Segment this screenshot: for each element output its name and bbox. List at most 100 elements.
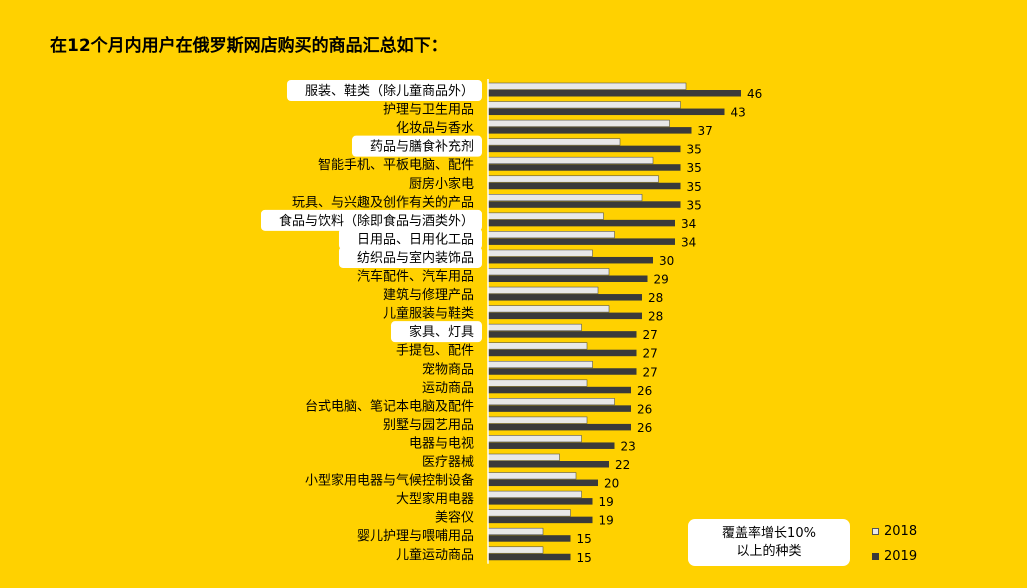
bar-2018 [487, 453, 560, 461]
category-label: 食品与饮料（除即食品与酒类外） [279, 213, 474, 229]
bar-2019 [488, 275, 648, 282]
bar-2019 [488, 238, 675, 245]
bar-2018 [487, 379, 588, 387]
category-label: 医疗器械 [422, 455, 474, 470]
category-label: 小型家用电器与气候控制设备 [305, 473, 474, 489]
bar-2019 [488, 182, 681, 190]
bar-2018 [487, 342, 588, 350]
bar-2019 [488, 516, 593, 524]
data-label-2019: 27 [643, 347, 658, 361]
bar-2019 [488, 201, 681, 208]
bar-2018 [487, 416, 588, 424]
bar-2018 [487, 119, 670, 127]
data-label-2019: 23 [621, 439, 636, 453]
bar-2018 [487, 175, 659, 183]
bar-2018 [487, 546, 544, 554]
category-highlight [338, 228, 482, 250]
data-label-2019: 35 [687, 161, 702, 175]
category-label: 儿童运动商品 [396, 547, 474, 563]
bar-2019 [488, 479, 598, 487]
bar-2019 [488, 349, 637, 357]
highlight-note-line1: 覆盖率增长10% [722, 525, 816, 541]
highlight-note-line2: 以上的种类 [736, 543, 802, 559]
bar-2019 [488, 256, 653, 264]
data-label-2019: 30 [659, 254, 674, 268]
data-label-2019: 26 [637, 402, 652, 416]
bar-2019 [488, 423, 631, 431]
legend-swatch-2019 [872, 553, 879, 560]
data-label-2019: 22 [615, 458, 630, 472]
category-label: 建筑与修理产品 [383, 287, 474, 303]
category-label: 智能手机、平板电脑、配件 [318, 158, 474, 173]
data-label-2019: 19 [599, 495, 614, 509]
bar-2018 [487, 194, 643, 202]
category-label: 厨房小家电 [409, 176, 474, 192]
legend-label-2018: 2018 [884, 524, 918, 539]
data-label-2019: 26 [637, 421, 652, 435]
category-highlight [338, 246, 482, 268]
category-label: 护理与卫生用品 [383, 103, 474, 118]
category-highlight [390, 321, 482, 343]
category-label: 玩具、与兴趣及创作有关的产品 [292, 194, 474, 210]
bar-2018 [487, 82, 687, 90]
bar-2018 [487, 286, 599, 294]
category-label: 台式电脑、笔记本电脑及配件 [305, 398, 474, 414]
data-label-2019: 37 [698, 124, 713, 138]
category-label: 运动商品 [422, 381, 474, 396]
bar-2018 [487, 323, 582, 331]
category-label: 别墅与园艺用品 [383, 418, 474, 433]
bar-2018 [487, 509, 571, 517]
bar-2018 [487, 398, 615, 406]
data-label-2019: 15 [577, 532, 592, 546]
bar-2019 [488, 386, 631, 394]
category-label: 家具、灯具 [409, 324, 474, 340]
legend-item-2019: 2019 [872, 544, 917, 569]
data-label-2019: 28 [648, 291, 663, 305]
bar-2018 [487, 231, 615, 239]
category-highlight [286, 80, 482, 101]
data-label-2019: 35 [687, 180, 702, 194]
bar-2019 [488, 331, 637, 338]
category-label: 化妆品与香水 [396, 121, 474, 136]
legend-label-2019: 2019 [884, 549, 918, 564]
category-label: 美容仪 [435, 510, 474, 526]
bar-2018 [487, 138, 621, 146]
bar-2019 [488, 553, 571, 561]
category-highlight [260, 209, 482, 231]
category-highlight [351, 135, 482, 157]
bar-2018 [487, 268, 610, 276]
bar-2019 [488, 145, 681, 153]
data-label-2019: 46 [747, 87, 762, 101]
bar-2019 [488, 368, 637, 375]
data-label-2019: 19 [599, 514, 614, 528]
bar-2019 [488, 535, 571, 542]
bar-2018 [487, 435, 582, 443]
bar-2018 [487, 472, 577, 480]
category-label: 汽车配件、汽车用品 [357, 269, 474, 285]
data-label-2019: 35 [687, 143, 702, 157]
bar-2019 [488, 294, 642, 301]
bar-2019 [488, 108, 725, 116]
bar-2018 [487, 156, 654, 164]
legend-swatch-2018 [872, 528, 879, 535]
bar-2019 [488, 90, 741, 97]
data-label-2019: 34 [681, 235, 696, 249]
bar-2019 [488, 127, 692, 134]
bar-2019 [488, 312, 642, 320]
category-label: 药品与膳食补充剂 [370, 139, 474, 155]
bar-2019 [488, 461, 609, 468]
bar-2019 [488, 405, 631, 412]
category-label: 大型家用电器 [396, 491, 474, 507]
bar-2018 [487, 490, 582, 498]
category-label: 手提包、配件 [396, 343, 474, 359]
data-label-2019: 27 [643, 328, 658, 342]
bar-2018 [487, 360, 593, 369]
category-label: 宠物商品 [422, 361, 474, 377]
data-label-2019: 20 [604, 477, 619, 491]
category-label: 日用品、日用化工品 [357, 232, 474, 247]
category-label: 电器与电视 [409, 436, 474, 451]
bar-2019 [488, 442, 615, 449]
bar-2019 [488, 219, 675, 227]
bar-2018 [487, 249, 593, 257]
